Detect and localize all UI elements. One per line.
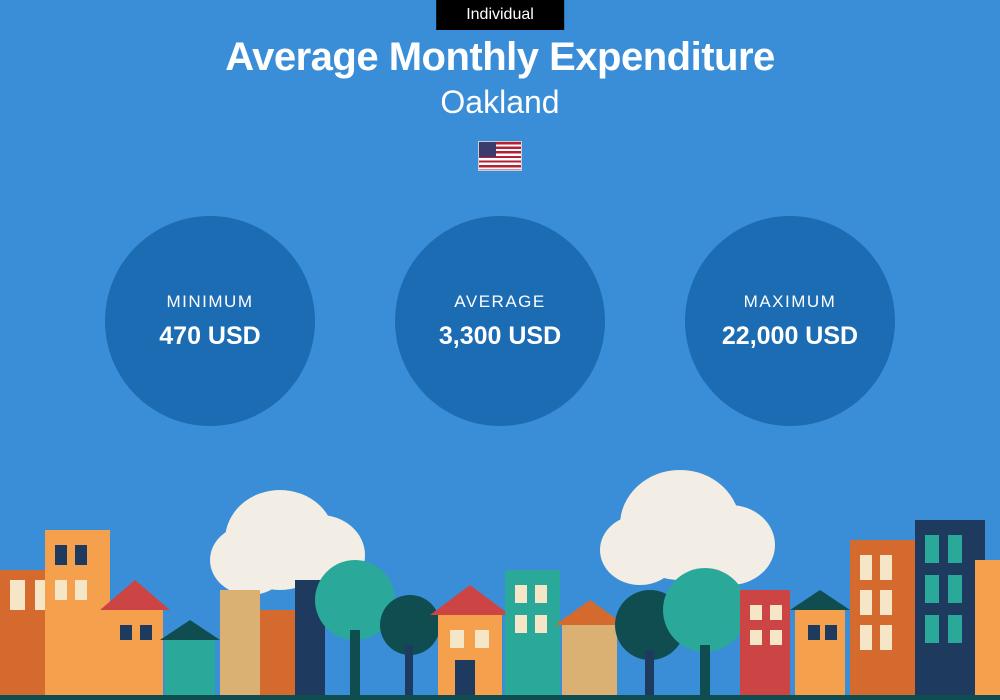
stat-label: MINIMUM xyxy=(167,292,254,312)
city-name: Oakland xyxy=(0,84,1000,121)
stat-minimum: MINIMUM 470 USD xyxy=(105,216,315,426)
page-title: Average Monthly Expenditure xyxy=(0,35,1000,80)
tab-individual[interactable]: Individual xyxy=(436,0,564,30)
stat-maximum: MAXIMUM 22,000 USD xyxy=(685,216,895,426)
cityscape-illustration xyxy=(0,470,1000,700)
stats-row: MINIMUM 470 USD AVERAGE 3,300 USD MAXIMU… xyxy=(0,216,1000,426)
stat-label: MAXIMUM xyxy=(744,292,837,312)
flag-icon xyxy=(478,141,522,171)
stat-value: 3,300 USD xyxy=(439,322,561,351)
stat-average: AVERAGE 3,300 USD xyxy=(395,216,605,426)
tab-label: Individual xyxy=(466,6,534,23)
stat-value: 470 USD xyxy=(159,322,260,351)
stat-value: 22,000 USD xyxy=(722,322,858,351)
stat-label: AVERAGE xyxy=(454,292,545,312)
